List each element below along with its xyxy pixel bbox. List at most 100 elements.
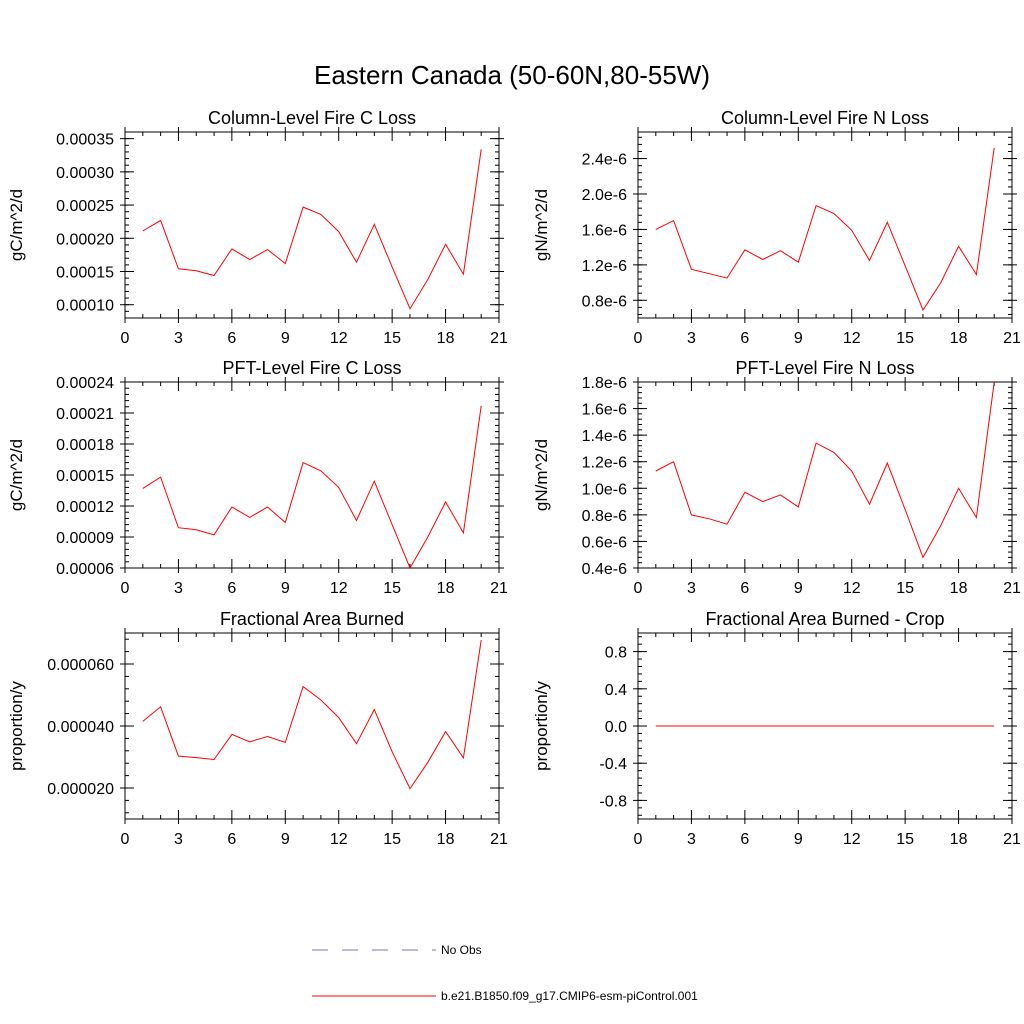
y-tick-label: 0.4e-6 — [582, 561, 627, 578]
x-tick-label: 15 — [383, 580, 401, 597]
y-axis-label: proportion/y — [532, 681, 551, 771]
y-tick-label: 0.00015 — [56, 265, 114, 282]
y-tick-label: 0.00025 — [56, 198, 114, 215]
x-tick-label: 18 — [950, 330, 968, 347]
x-tick-label: 0 — [121, 831, 130, 848]
y-tick-label: 2.4e-6 — [582, 152, 627, 169]
legend-model-label: b.e21.B1850.f09_g17.CMIP6-esm-piControl.… — [441, 989, 698, 1003]
x-tick-label: 21 — [490, 831, 508, 848]
x-tick-label: 0 — [121, 330, 130, 347]
y-tick-label: 0.00009 — [56, 530, 114, 547]
x-tick-label: 18 — [437, 330, 455, 347]
chart-panel-2: Column-Level Fire N Loss 0 3 6 9 12 15 18 21 0.8e… — [532, 108, 1021, 347]
y-tick-label: 0.00035 — [56, 132, 114, 149]
x-tick-label: 3 — [174, 580, 183, 597]
x-tick-label: 9 — [281, 831, 290, 848]
y-tick-label: 1.2e-6 — [582, 258, 627, 275]
y-tick-label: -0.4 — [599, 756, 627, 773]
y-tick-label: 1.6e-6 — [582, 402, 627, 419]
y-tick-label: 0.00010 — [56, 298, 114, 315]
x-tick-label: 3 — [174, 330, 183, 347]
x-tick-label: 12 — [330, 831, 348, 848]
series-line-1 — [142, 405, 482, 570]
y-tick-label: 1.0e-6 — [582, 481, 627, 498]
series-line-1 — [142, 149, 482, 310]
panel-title: PFT-Level Fire C Loss — [222, 358, 401, 378]
x-tick-label: 6 — [227, 580, 236, 597]
x-tick-label: 0 — [634, 330, 643, 347]
x-tick-label: 18 — [437, 580, 455, 597]
x-tick-label: 15 — [383, 330, 401, 347]
y-tick-label: 1.6e-6 — [582, 222, 627, 239]
legend-no-obs-label: No Obs — [441, 943, 482, 957]
panel-title: Fractional Area Burned - Crop — [705, 609, 944, 629]
y-axis-label: gN/m^2/d — [532, 189, 551, 261]
x-tick-label: 0 — [121, 580, 130, 597]
y-axis-label: proportion/y — [7, 681, 26, 771]
plot-frame — [124, 632, 500, 820]
x-tick-label: 9 — [281, 330, 290, 347]
x-tick-label: 3 — [687, 330, 696, 347]
panel-title: Fractional Area Burned — [220, 609, 404, 629]
chart-panel-1: Column-Level Fire C Loss 0 3 6 9 12 15 18 21 0.00… — [7, 108, 508, 347]
x-tick-label: 12 — [330, 330, 348, 347]
plot-frame — [124, 131, 500, 319]
y-tick-label: 1.2e-6 — [582, 455, 627, 472]
x-tick-label: 12 — [843, 330, 861, 347]
figure-title: Eastern Canada (50-60N,80-55W) — [314, 60, 710, 90]
x-tick-label: 6 — [227, 831, 236, 848]
x-tick-label: 6 — [227, 330, 236, 347]
y-tick-label: 0.000060 — [47, 657, 114, 674]
x-tick-label: 15 — [896, 330, 914, 347]
y-tick-label: 0.00020 — [56, 231, 114, 248]
x-tick-label: 6 — [740, 831, 749, 848]
x-tick-label: 18 — [950, 580, 968, 597]
y-tick-label: 0.6e-6 — [582, 534, 627, 551]
x-tick-label: 21 — [1003, 831, 1021, 848]
y-tick-label: 0.4 — [605, 682, 627, 699]
y-tick-label: -0.8 — [599, 793, 627, 810]
x-tick-label: 15 — [383, 831, 401, 848]
x-tick-label: 18 — [437, 831, 455, 848]
x-tick-label: 15 — [896, 831, 914, 848]
y-tick-label: 1.8e-6 — [582, 375, 627, 392]
x-tick-label: 21 — [1003, 580, 1021, 597]
x-tick-label: 3 — [174, 831, 183, 848]
y-tick-label: 0.00018 — [56, 437, 114, 454]
legend: No Obs b.e21.B1850.f09_g17.CMIP6-esm-piC… — [312, 943, 698, 1003]
series-line-1 — [655, 381, 995, 559]
series-line-1 — [655, 147, 995, 312]
x-tick-label: 3 — [687, 831, 696, 848]
x-tick-label: 3 — [687, 580, 696, 597]
x-tick-label: 6 — [740, 330, 749, 347]
y-tick-label: 0.000040 — [47, 719, 114, 736]
x-tick-label: 9 — [794, 580, 803, 597]
x-tick-label: 18 — [950, 831, 968, 848]
plot-frame — [637, 381, 1013, 569]
chart-panel-5: Fractional Area Burned 0 3 6 9 12 15 18 21 0.0000… — [7, 609, 508, 848]
y-tick-label: 0.00024 — [56, 375, 114, 392]
panel-title: Column-Level Fire C Loss — [208, 108, 416, 128]
y-tick-label: 2.0e-6 — [582, 187, 627, 204]
x-tick-label: 9 — [794, 831, 803, 848]
x-tick-label: 0 — [634, 580, 643, 597]
chart-panel-3: PFT-Level Fire C Loss 0 3 6 9 12 15 18 21 0.00006… — [7, 358, 508, 597]
series-line-1 — [142, 640, 482, 790]
x-tick-label: 12 — [843, 831, 861, 848]
y-tick-label: 0.8e-6 — [582, 508, 627, 525]
y-tick-label: 0.00012 — [56, 499, 114, 516]
x-tick-label: 12 — [843, 580, 861, 597]
chart-panel-6: Fractional Area Burned - Crop 0 3 6 9 12 15 18 2… — [532, 609, 1021, 848]
plot-frame — [637, 131, 1013, 319]
y-tick-label: 0.8 — [605, 645, 627, 662]
y-axis-label: gN/m^2/d — [532, 439, 551, 511]
x-tick-label: 12 — [330, 580, 348, 597]
x-tick-label: 9 — [794, 330, 803, 347]
x-tick-label: 21 — [490, 580, 508, 597]
x-tick-label: 15 — [896, 580, 914, 597]
y-tick-label: 1.4e-6 — [582, 428, 627, 445]
y-tick-label: 0.0 — [605, 719, 627, 736]
y-tick-label: 0.8e-6 — [582, 293, 627, 310]
